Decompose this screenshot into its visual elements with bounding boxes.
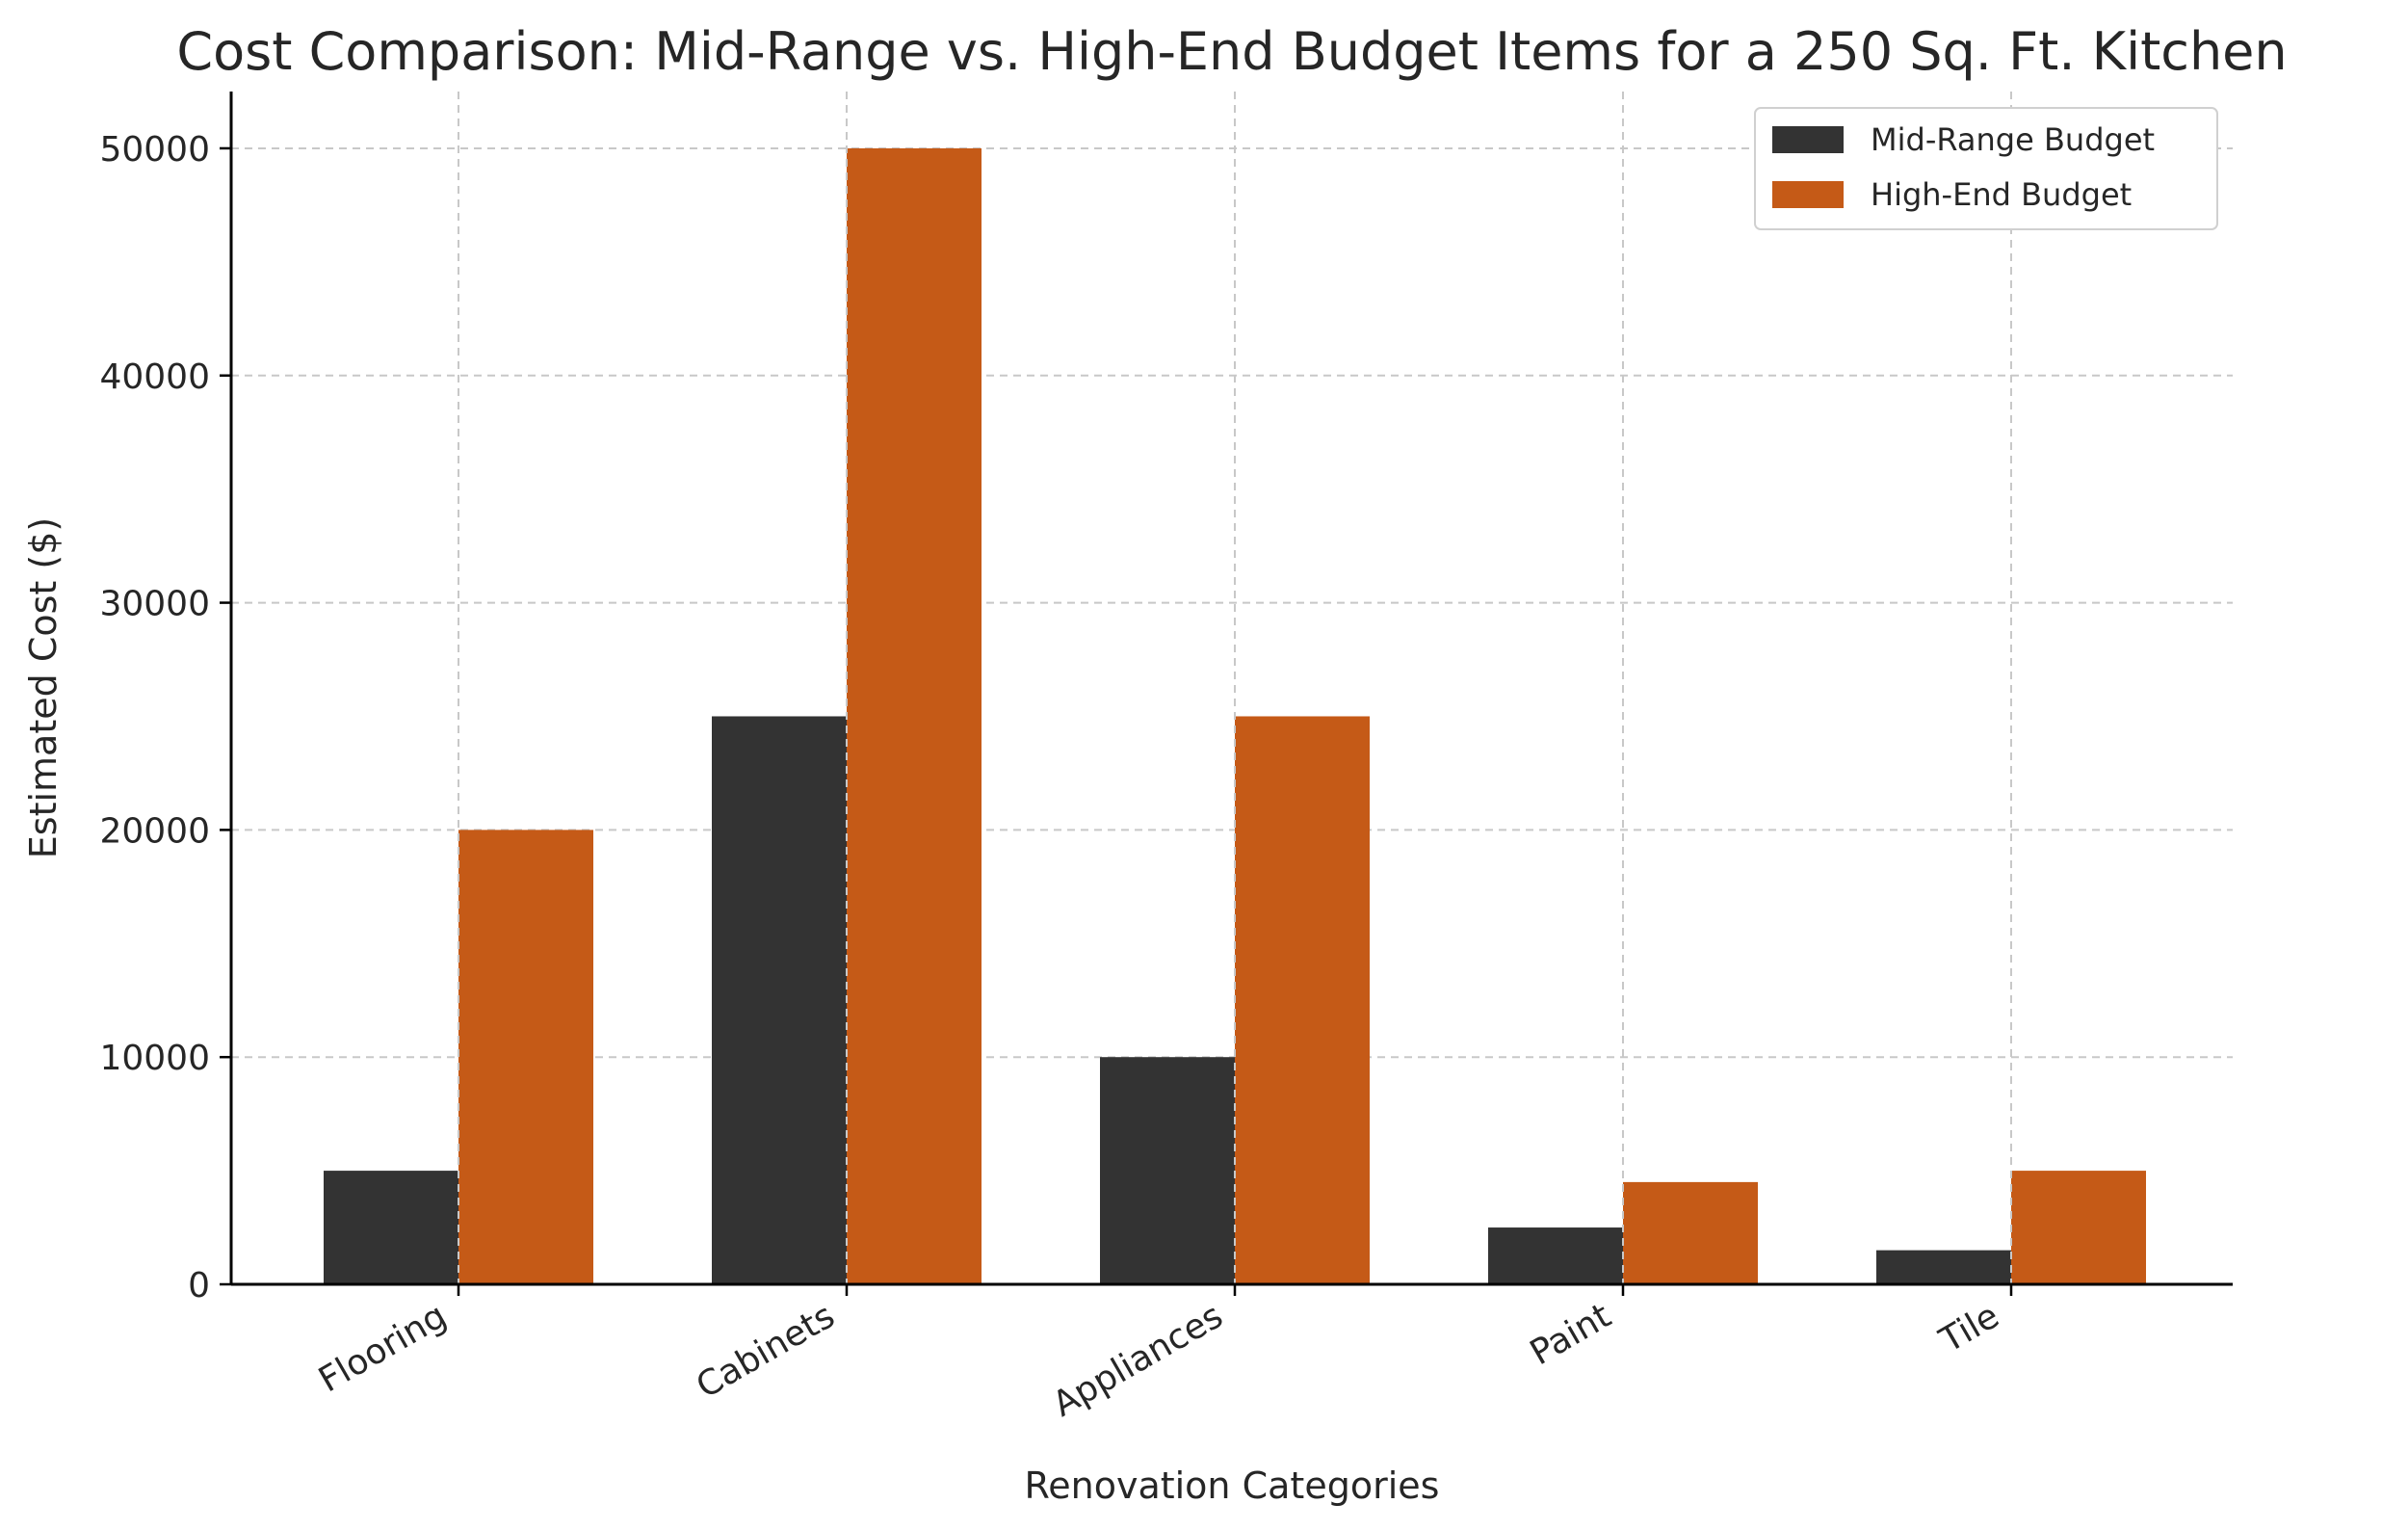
legend-swatch-high-end (1772, 181, 1844, 208)
bar-high-end-paint (1623, 1181, 1758, 1284)
legend-box (1754, 107, 2218, 230)
y-tick-label: 20000 (99, 811, 210, 851)
legend-label-high-end: High-End Budget (1871, 176, 2132, 213)
bar-high-end-cabinets (847, 147, 982, 1284)
bar-high-end-tile (2011, 1171, 2146, 1284)
y-tick-label: 0 (188, 1266, 210, 1306)
y-tick-label: 50000 (99, 130, 210, 170)
y-tick-label: 40000 (99, 357, 210, 397)
y-axis-label: Estimated Cost ($) (22, 517, 65, 858)
legend-label-mid-range: Mid-Range Budget (1871, 121, 2155, 158)
y-tick-label: 30000 (99, 585, 210, 624)
legend: Mid-Range Budget High-End Budget (1754, 107, 2218, 230)
bar-mid-range-cabinets (712, 716, 847, 1284)
legend-swatch-mid-range (1772, 126, 1844, 153)
bar-mid-range-flooring (324, 1171, 458, 1284)
bar-mid-range-paint (1488, 1227, 1623, 1284)
bar-mid-range-appliances (1100, 1057, 1235, 1284)
chart-title: Cost Comparison: Mid-Range vs. High-End … (176, 21, 2287, 82)
bar-mid-range-tile (1876, 1250, 2011, 1284)
bar-high-end-appliances (1235, 716, 1370, 1284)
bars (324, 92, 2146, 1284)
y-ticks: 0 10000 20000 30000 40000 50000 (99, 130, 231, 1306)
y-tick-label: 10000 (99, 1039, 210, 1078)
bar-high-end-flooring (458, 830, 593, 1284)
x-axis-label: Renovation Categories (1025, 1464, 1440, 1507)
